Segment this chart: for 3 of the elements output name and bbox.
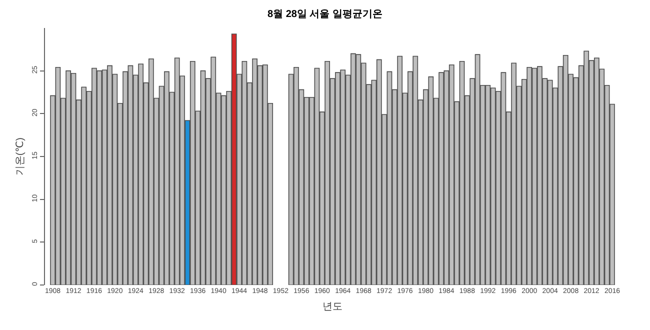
x-axis-title: 년도: [322, 302, 342, 312]
y-axis-title: 기온(℃): [15, 138, 26, 176]
chart-title: 8월 28일 서울 일평균기온: [267, 8, 383, 20]
